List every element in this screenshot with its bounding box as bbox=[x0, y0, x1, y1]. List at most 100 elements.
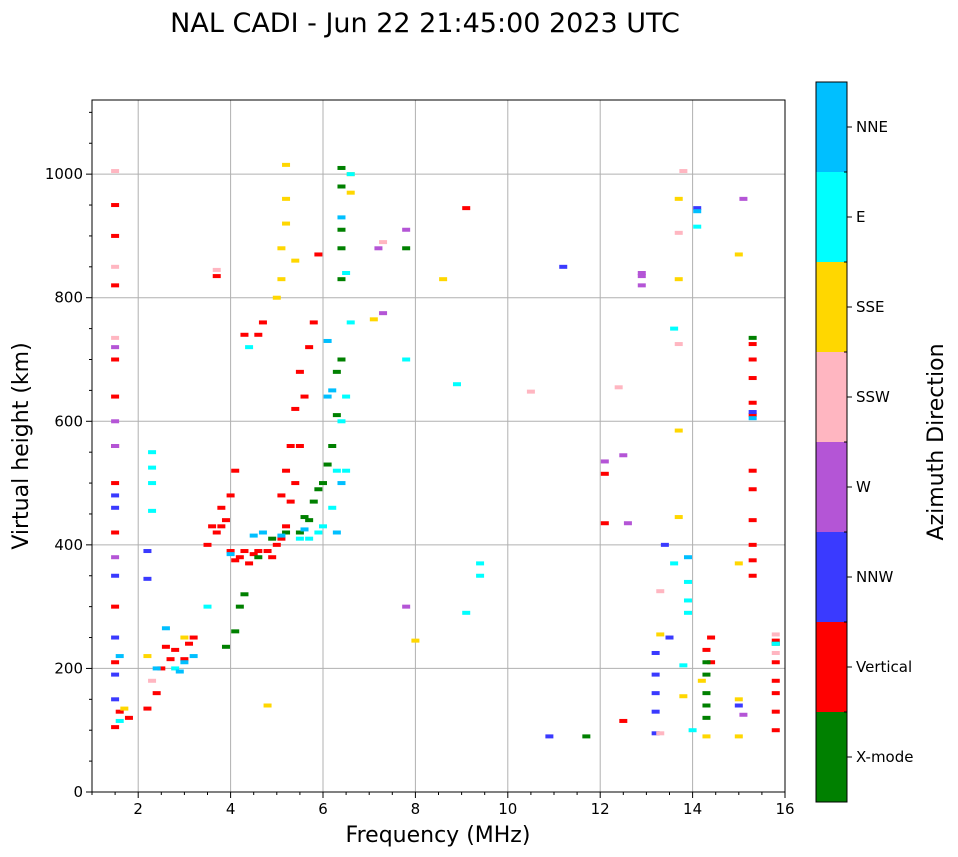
data-point-e bbox=[402, 357, 411, 362]
data-point-vertical bbox=[226, 549, 235, 554]
data-point-vertical bbox=[249, 552, 258, 557]
data-point-nne bbox=[249, 533, 258, 538]
data-point-e bbox=[203, 604, 212, 609]
data-point-w bbox=[111, 419, 120, 424]
data-point-vertical bbox=[314, 252, 323, 257]
data-point-vertical bbox=[258, 320, 267, 325]
data-point-x-mode bbox=[295, 530, 304, 535]
data-point-nnw bbox=[143, 549, 152, 554]
data-point-e bbox=[683, 598, 692, 603]
data-point-sse bbox=[411, 638, 420, 643]
colorbar-swatch bbox=[816, 172, 847, 262]
data-point-x-mode bbox=[702, 672, 711, 677]
data-point-vertical bbox=[111, 283, 120, 288]
data-point-nne bbox=[258, 530, 267, 535]
data-point-e bbox=[679, 663, 688, 668]
data-point-vertical bbox=[309, 320, 318, 325]
data-point-x-mode bbox=[702, 703, 711, 708]
data-point-w bbox=[402, 227, 411, 232]
data-point-x-mode bbox=[240, 592, 249, 597]
y-tick-label: 800 bbox=[54, 289, 83, 307]
data-point-vertical bbox=[111, 660, 120, 665]
data-point-e bbox=[462, 610, 471, 615]
data-point-nnw bbox=[111, 697, 120, 702]
data-point-e bbox=[683, 610, 692, 615]
data-point-e bbox=[295, 536, 304, 541]
data-point-x-mode bbox=[582, 734, 591, 739]
data-point-x-mode bbox=[254, 555, 263, 560]
x-tick-label: 8 bbox=[411, 800, 421, 818]
data-point-vertical bbox=[268, 555, 277, 560]
data-point-x-mode bbox=[332, 413, 341, 418]
data-point-sse bbox=[282, 162, 291, 167]
data-point-nnw bbox=[545, 734, 554, 739]
data-point-vertical bbox=[152, 691, 161, 696]
data-point-vertical bbox=[226, 493, 235, 498]
data-point-nne bbox=[180, 660, 189, 665]
y-tick-label: 400 bbox=[54, 536, 83, 554]
data-point-sse bbox=[277, 277, 286, 282]
data-point-vertical bbox=[600, 521, 609, 526]
data-point-ssw bbox=[111, 169, 120, 174]
data-point-nne bbox=[332, 530, 341, 535]
data-point-vertical bbox=[180, 657, 189, 662]
colorbar-tick-label: E bbox=[856, 208, 865, 226]
data-point-vertical bbox=[254, 332, 263, 337]
colorbar-tick-label: X-mode bbox=[856, 748, 913, 766]
data-point-sse bbox=[120, 706, 129, 711]
data-point-x-mode bbox=[337, 357, 346, 362]
data-point-ssw bbox=[111, 264, 120, 269]
y-axis-label: Virtual height (km) bbox=[9, 342, 34, 549]
data-point-ssw bbox=[679, 169, 688, 174]
data-point-x-mode bbox=[319, 481, 327, 486]
colorbar-tick-label: SSE bbox=[856, 298, 885, 316]
data-point-nnw bbox=[651, 731, 660, 736]
data-point-vertical bbox=[748, 400, 757, 405]
y-tick-label: 200 bbox=[54, 659, 83, 677]
data-point-sse bbox=[282, 196, 291, 201]
data-point-vertical bbox=[286, 499, 295, 504]
data-point-x-mode bbox=[282, 530, 291, 535]
x-tick-label: 12 bbox=[591, 800, 610, 818]
colorbar-swatch bbox=[816, 712, 847, 802]
data-point-vertical bbox=[212, 530, 221, 535]
data-point-x-mode bbox=[337, 227, 346, 232]
chart-title: NAL CADI - Jun 22 21:45:00 2023 UTC bbox=[170, 8, 680, 39]
data-point-vertical bbox=[231, 558, 240, 563]
data-point-nnw bbox=[660, 542, 669, 547]
data-point-x-mode bbox=[328, 444, 337, 448]
data-point-sse bbox=[369, 317, 378, 322]
y-tick-label: 1000 bbox=[45, 165, 83, 183]
data-point-x-mode bbox=[314, 487, 323, 492]
data-point-vertical bbox=[124, 715, 133, 720]
data-point-w bbox=[374, 246, 383, 251]
data-point-e bbox=[342, 468, 351, 473]
colorbar-swatch bbox=[816, 262, 847, 352]
colorbar-tick-label: Vertical bbox=[856, 658, 912, 676]
data-point-vertical bbox=[143, 706, 152, 711]
data-point-vertical bbox=[619, 718, 628, 723]
data-point-nnw bbox=[651, 672, 660, 677]
data-point-vertical bbox=[748, 376, 757, 381]
data-point-sse bbox=[702, 734, 711, 739]
data-point-vertical bbox=[291, 406, 300, 411]
data-point-vertical bbox=[305, 345, 314, 350]
data-point-x-mode bbox=[337, 165, 346, 170]
data-point-nne bbox=[748, 416, 757, 421]
data-point-e bbox=[337, 419, 346, 424]
data-point-nnw bbox=[111, 505, 120, 510]
data-point-vertical bbox=[111, 203, 120, 208]
data-point-nnw bbox=[748, 410, 757, 415]
colorbar-swatch bbox=[816, 622, 847, 712]
data-point-x-mode bbox=[221, 644, 230, 649]
data-point-w bbox=[623, 521, 632, 526]
data-point-e bbox=[342, 394, 351, 399]
data-point-nnw bbox=[111, 672, 120, 677]
data-point-ssw bbox=[111, 335, 120, 340]
data-point-e bbox=[476, 561, 485, 566]
x-tick-label: 10 bbox=[498, 800, 517, 818]
data-point-e bbox=[171, 666, 180, 671]
data-point-nne bbox=[328, 388, 337, 393]
data-point-w bbox=[637, 283, 646, 288]
colorbar-label: Azimuth Direction bbox=[924, 343, 949, 540]
